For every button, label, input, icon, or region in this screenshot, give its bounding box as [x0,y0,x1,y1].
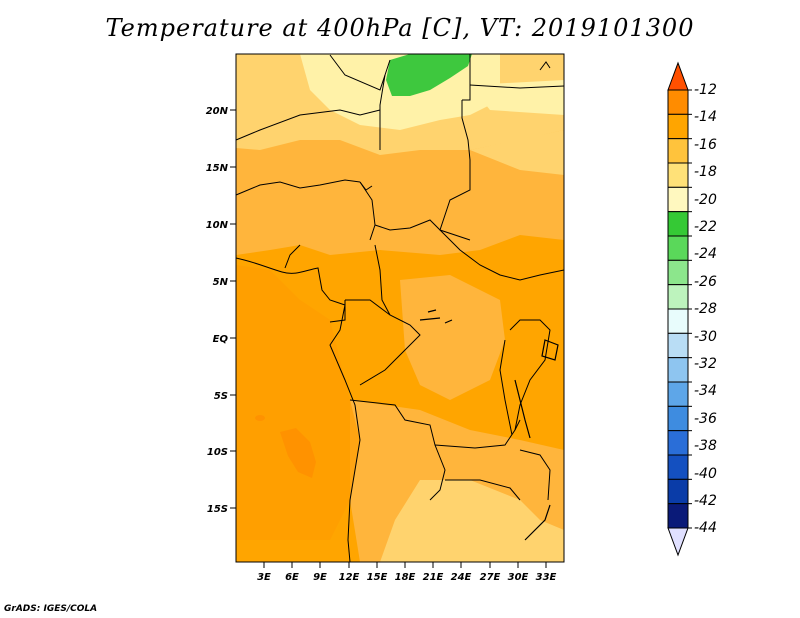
colorbar-label: -24 [694,246,717,262]
colorbar-swatch [667,162,689,188]
temperature-field-18-east [470,130,564,175]
lon-label: 18E [395,572,416,583]
lon-label: 15E [367,572,388,583]
colorbar-label: -22 [694,219,717,235]
lat-label: 10N [206,220,229,231]
colorbar-swatch [667,89,689,115]
colorbar-swatch [667,308,689,334]
lon-labels: 3E 6E 9E 12E 15E 18E 21E 24E 27E 30E 33E [257,572,556,583]
lon-label: 33E [536,572,557,583]
colorbar-label: -34 [694,383,717,399]
lat-label: 15S [207,504,228,515]
colorbar-swatch [667,381,689,407]
colorbar-swatch [667,211,689,237]
lakes [419,309,559,541]
colorbar-label: -30 [694,329,717,345]
temperature-field-24 [386,54,472,96]
lat-label: 10S [207,447,228,458]
colorbar-label: -32 [694,356,717,372]
colorbar-swatch [667,332,689,359]
lat-label: EQ [213,334,229,345]
colorbar-label: -26 [694,274,717,290]
colorbar-swatch [667,235,689,261]
temperature-field-16-central [400,275,505,400]
colorbar-swatch [667,478,689,505]
colorbar-label: -16 [694,137,717,153]
colorbar-top-triangle [667,61,689,91]
colorbar-label: -42 [694,493,717,509]
lat-label: 15N [206,163,229,174]
lat-labels: 20N 15N 10N 5N EQ 5S 10S 15S [206,106,229,515]
colorbar-label: -14 [694,109,717,125]
colorbar-labels: -12 -14 -16 -18 -20 -22 -24 -26 -28 -30 … [694,82,717,536]
colorbar-swatch [667,357,689,383]
colorbar-bottom-triangle [667,527,689,557]
lon-label: 9E [313,572,327,583]
temperature-field-20-ne [470,80,564,115]
colorbar-swatch [667,284,689,310]
colorbar-label: -12 [694,82,717,98]
colorbar-swatch [667,113,689,140]
colorbar-label: -18 [694,164,717,180]
map-frame [235,53,565,563]
lon-label: 12E [339,572,360,583]
credit-text: GrADS: IGES/COLA [4,604,98,614]
colorbar-label: -38 [694,438,717,454]
lon-label: 21E [423,572,444,583]
map-title: Temperature at 400hPa [C], VT: 201910130… [105,14,695,42]
lon-label: 3E [257,572,271,583]
lat-axis [230,109,236,509]
colorbar-label: -28 [694,301,717,317]
colorbar-swatch [667,138,689,164]
country-borders [235,54,565,563]
lat-label: 5S [214,391,228,402]
lon-label: 27E [480,572,501,583]
lat-label: 20N [206,106,229,117]
lon-axis [263,562,547,568]
temperature-field-18-south [380,480,564,562]
lon-label: 30E [508,572,529,583]
colorbar-swatch [667,454,689,480]
colorbar-swatch [667,405,689,432]
colorbar [667,61,692,557]
colorbar-label: -44 [694,520,717,536]
colorbar-swatch [667,259,689,286]
map-panel [236,54,564,562]
lon-label: 6E [285,572,299,583]
temperature-field-ocean [236,265,360,540]
colorbar-label: -36 [694,411,717,427]
colorbar-swatch [667,430,689,456]
lon-label: 24E [451,572,472,583]
colorbar-label: -40 [694,466,717,482]
colorbar-label: -20 [694,192,717,208]
colorbar-swatch [667,186,689,213]
lat-label: 5N [213,277,229,288]
colorbar-swatch [667,503,689,529]
